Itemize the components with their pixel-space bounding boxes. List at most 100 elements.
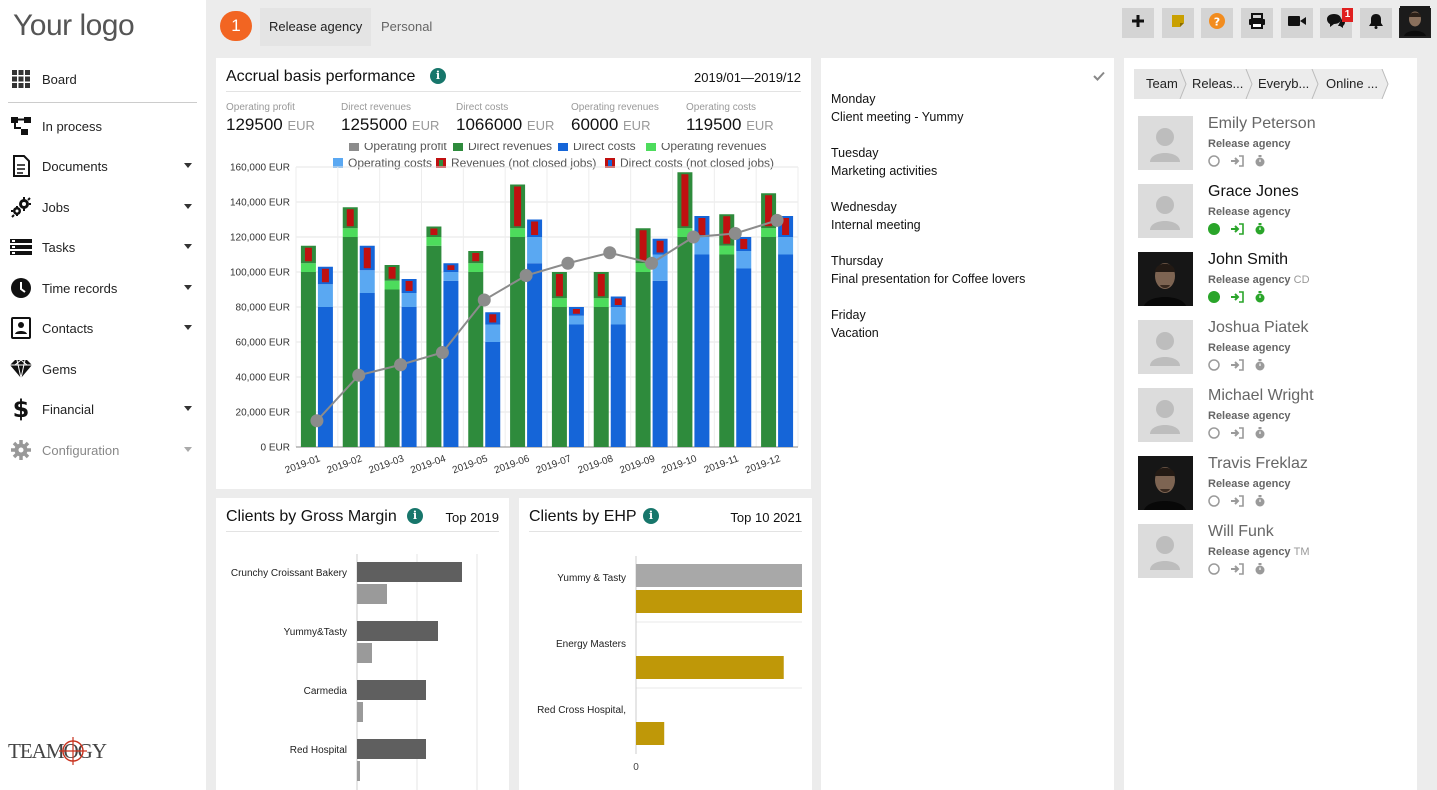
x-tick-label: 2019-02 (326, 453, 365, 476)
operating-profit-point (770, 213, 784, 227)
sidebar-item-in-process[interactable]: In process (0, 106, 206, 146)
bar-1 (357, 761, 360, 781)
member-name[interactable]: Travis Freklaz (1208, 455, 1308, 472)
video-camera-icon (1287, 14, 1307, 33)
breadcrumb-online[interactable]: Online ... (1326, 76, 1379, 91)
avatar[interactable] (1138, 116, 1193, 170)
kpi-label: Direct costs (456, 102, 509, 113)
legend-swatch (558, 143, 568, 151)
gem-icon (9, 358, 33, 380)
tab-release-agency[interactable]: Release agency (260, 8, 372, 46)
app-logo[interactable]: Your logo (13, 9, 135, 42)
sidebar-item-contacts[interactable]: Contacts (0, 308, 206, 348)
date-range[interactable]: 2019/01—2019/12 (694, 70, 801, 85)
sidebar-item-label: Contacts (42, 320, 94, 336)
avatar[interactable] (1138, 456, 1193, 510)
day-task: Vacation (831, 326, 879, 340)
bar-operating-revenues (510, 228, 526, 237)
member-name[interactable]: Will Funk (1208, 523, 1274, 540)
schedule-entry[interactable]: Thursday Final presentation for Coffee lo… (831, 252, 1025, 288)
bar-costs-not-closed (363, 247, 371, 269)
x-tick-label: 0 (633, 762, 639, 773)
chat-button[interactable]: 1 (1320, 8, 1353, 38)
user-avatar-button[interactable] (1399, 5, 1431, 38)
member-name[interactable]: John Smith (1208, 251, 1289, 268)
gross-margin-panel: Clients by Gross Margin i Top 2019 Crunc… (216, 498, 509, 790)
sidebar-item-gems[interactable]: Gems (0, 349, 206, 389)
notes-button[interactable] (1162, 8, 1194, 38)
document-icon (9, 155, 33, 177)
breadcrumb-agency[interactable]: Releas... (1192, 76, 1244, 91)
avatar[interactable] (1138, 252, 1193, 306)
panel-subtitle[interactable]: Top 2019 (445, 510, 500, 525)
operating-profit-point (435, 346, 449, 359)
bar-direct-costs (778, 254, 794, 447)
info-icon[interactable]: i (430, 68, 446, 84)
sidebar-item-tasks[interactable]: Tasks (0, 227, 206, 267)
team-member[interactable]: John Smith Release agency CD (1138, 251, 1428, 312)
panel-subtitle[interactable]: Top 10 2021 (730, 510, 802, 525)
bar-direct-costs (485, 342, 501, 447)
member-agency: Release agency (1208, 342, 1291, 354)
notifications-button[interactable] (1360, 8, 1392, 38)
member-name[interactable]: Michael Wright (1208, 387, 1314, 404)
avatar[interactable] (1138, 320, 1193, 374)
notification-count-badge[interactable]: 1 (220, 11, 252, 41)
schedule-entry[interactable]: Tuesday Marketing activities (831, 144, 937, 180)
chevron-down-icon (184, 163, 192, 168)
breadcrumb-everybody[interactable]: Everyb... (1258, 76, 1310, 91)
bar-direct-costs (401, 307, 417, 447)
x-tick-label: 2019-06 (493, 453, 532, 476)
bar-revenues-not-closed (472, 253, 480, 262)
member-role: TM (1293, 546, 1310, 558)
stopwatch-icon (1255, 223, 1265, 235)
bar-costs-not-closed (614, 298, 622, 305)
bar-0 (636, 564, 802, 587)
stopwatch-icon (1255, 155, 1265, 167)
member-name[interactable]: Grace Jones (1208, 183, 1299, 200)
help-button[interactable]: ? (1201, 8, 1233, 38)
schedule-entry[interactable]: Friday Vacation (831, 306, 879, 342)
team-member[interactable]: Emily Peterson Release agency (1138, 115, 1428, 176)
member-role: CD (1293, 274, 1310, 286)
schedule-entry[interactable]: Wednesday Internal meeting (831, 198, 921, 234)
day-name: Thursday (831, 254, 884, 268)
team-member[interactable]: Michael Wright Release agency (1138, 387, 1428, 448)
stopwatch-icon (1255, 427, 1265, 439)
tab-personal[interactable]: Personal (381, 19, 433, 34)
sidebar-item-documents[interactable]: Documents (0, 146, 206, 186)
sign-in-icon (1231, 563, 1244, 575)
avatar[interactable] (1138, 524, 1193, 578)
operating-profit-point (561, 256, 575, 270)
panel-title: Accrual basis performance (226, 68, 416, 85)
sidebar-item-jobs[interactable]: Jobs (0, 187, 206, 227)
video-button[interactable] (1281, 8, 1313, 38)
performance-panel: Accrual basis performance i 2019/01—2019… (216, 58, 811, 489)
sidebar-item-board[interactable]: Board (0, 59, 206, 99)
team-member[interactable]: Grace Jones Release agency (1138, 183, 1428, 244)
check-icon[interactable] (1093, 68, 1105, 86)
info-icon[interactable]: i (407, 508, 423, 524)
divider (226, 531, 499, 532)
member-name[interactable]: Joshua Piatek (1208, 319, 1309, 336)
avatar[interactable] (1138, 184, 1193, 238)
bar-operating-costs (568, 315, 584, 325)
bar-revenues-not-closed (346, 209, 354, 227)
team-member[interactable]: Joshua Piatek Release agency (1138, 319, 1428, 380)
member-status (1208, 494, 1278, 508)
avatar[interactable] (1138, 388, 1193, 442)
presence-icon (1208, 563, 1220, 575)
sidebar-item-configuration[interactable]: Configuration (0, 430, 206, 470)
member-name[interactable]: Emily Peterson (1208, 115, 1316, 132)
team-member[interactable]: Travis Freklaz Release agency (1138, 455, 1428, 516)
sidebar-item-time-records[interactable]: Time records (0, 268, 206, 308)
breadcrumb-team[interactable]: Team (1146, 76, 1178, 91)
member-agency-line: Release agency (1208, 410, 1291, 422)
team-member[interactable]: Will Funk Release agency TM (1138, 523, 1428, 584)
info-icon[interactable]: i (643, 508, 659, 524)
x-tick-label: 2019-05 (451, 453, 490, 476)
print-button[interactable] (1241, 8, 1273, 38)
schedule-entry[interactable]: Monday Client meeting - Yummy (831, 90, 963, 126)
sidebar-item-financial[interactable]: $ Financial (0, 389, 206, 429)
add-button[interactable] (1122, 8, 1154, 38)
